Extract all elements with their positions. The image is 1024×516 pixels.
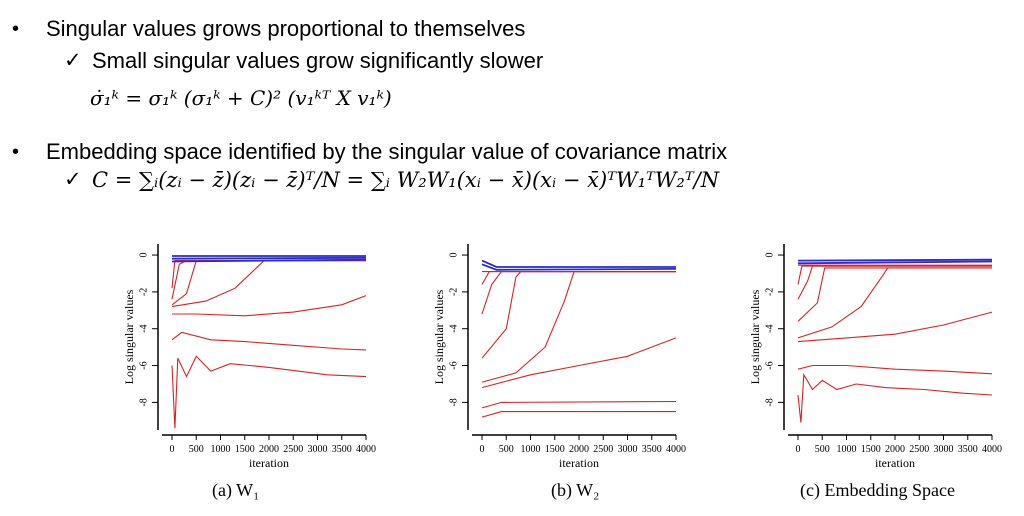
bullet-1-sub-text: Small singular values grow significantly… [92,48,544,73]
series-line [481,271,676,285]
series-line [797,265,992,285]
series-line [171,331,367,351]
bullet-dot: • [12,18,20,40]
y-tick-label: -8 [138,398,149,406]
x-tick-label: 2000 [569,444,589,455]
series-line [797,260,993,265]
x-tick-label: 1000 [211,444,231,455]
x-tick-label: 2500 [593,444,613,455]
series-line [797,258,993,262]
check-icon: ✓ [64,49,82,72]
y-tick-label: -8 [764,398,775,406]
series-line [171,260,366,306]
x-tick-label: 4000 [356,444,376,455]
series-line [171,258,367,263]
series-line [481,411,676,418]
chart-w2: 0 -2 -4 -6 -8 0 500 1000 1500 2000 2500 3000 3500 400… [432,244,686,470]
x-axis-label: iteration [559,456,599,470]
y-tick-label: -2 [138,288,149,296]
series-line [797,267,992,322]
x-tick-label: 4000 [666,444,686,455]
x-tick-label: 2500 [283,444,303,455]
y-tick-label: 0 [764,253,775,258]
x-tick-label: 2000 [885,444,905,455]
series-line [171,260,366,308]
x-tick-label: 1000 [521,444,541,455]
series-line [481,271,676,315]
x-tick-label: 3500 [642,444,662,455]
y-tick-label: -6 [764,361,775,369]
x-tick-label: 3500 [332,444,352,455]
x-tick-label: 500 [815,444,830,455]
x-tick-label: 1500 [545,444,565,455]
series-line [797,267,992,339]
x-axis-label: iteration [875,456,915,470]
series-line [797,364,993,375]
series-line [481,263,677,271]
bullet-1-text: Singular values grows proportional to th… [46,16,526,41]
bullet-dot: • [12,141,20,163]
x-axis-label: iteration [249,456,289,470]
x-tick-label: 500 [499,444,514,455]
chart-embedding-space: 0 -2 -4 -6 -8 0 500 1000 1500 2000 2500 3000 3500 400… [748,244,1002,470]
x-tick-label: 1500 [861,444,881,455]
x-tick-label: 4000 [982,444,1002,455]
equation-covariance: C = ∑ᵢ(zᵢ − z̄)(zᵢ − z̄)ᵀ/N = ∑ᵢ W₂W₁(xᵢ… [92,168,720,192]
y-tick-label: -8 [448,398,459,406]
y-tick-label: -2 [764,288,775,296]
x-tick-label: 500 [189,444,204,455]
x-tick-label: 2000 [259,444,279,455]
x-tick-label: 3000 [618,444,638,455]
chart-w1: 0 -2 -4 -6 -8 0 500 1000 1500 2000 2500 3000 3500 400… [122,244,376,470]
y-tick-label: -6 [448,361,459,369]
series-line [797,372,993,423]
caption-embedding-space: (c) Embedding Space [800,480,955,500]
series-line [481,271,676,359]
y-axis-label: Log singular values [432,289,446,384]
x-tick-label: 0 [796,444,801,455]
x-tick-label: 3000 [934,444,954,455]
series-line [481,400,677,409]
caption-w2: (b) W₂ [551,480,600,500]
y-tick-label: -6 [138,361,149,369]
y-tick-label: -4 [448,325,459,333]
series-line [171,260,366,300]
y-tick-label: 0 [138,253,149,258]
series-line [171,355,367,429]
caption-w1: (a) W₁ [212,480,260,500]
x-tick-label: 3000 [308,444,328,455]
x-tick-label: 2500 [909,444,929,455]
y-tick-label: -4 [138,325,149,333]
series-line [171,260,366,289]
series-line [481,337,677,389]
y-tick-label: -2 [448,288,459,296]
series-line [797,311,993,343]
bullet-2-text: Embedding space identified by the singul… [46,139,728,164]
y-tick-label: 0 [448,253,459,258]
x-tick-label: 3500 [958,444,978,455]
y-tick-label: -4 [764,325,775,333]
x-tick-label: 0 [480,444,485,455]
y-axis-label: Log singular values [748,289,762,384]
y-axis-label: Log singular values [122,289,136,384]
check-icon: ✓ [64,168,82,191]
x-tick-label: 1500 [235,444,255,455]
series-line [481,259,676,268]
series-line [172,295,367,317]
series-line [797,265,992,300]
x-tick-label: 0 [170,444,175,455]
series-line [171,256,367,260]
x-tick-label: 1000 [837,444,857,455]
equation-sigma-dot: σ̇₁ᵏ = σ₁ᵏ (σ₁ᵏ + C)² (v₁ᵏᵀ X v₁ᵏ) [90,86,392,110]
series-line [481,271,676,383]
